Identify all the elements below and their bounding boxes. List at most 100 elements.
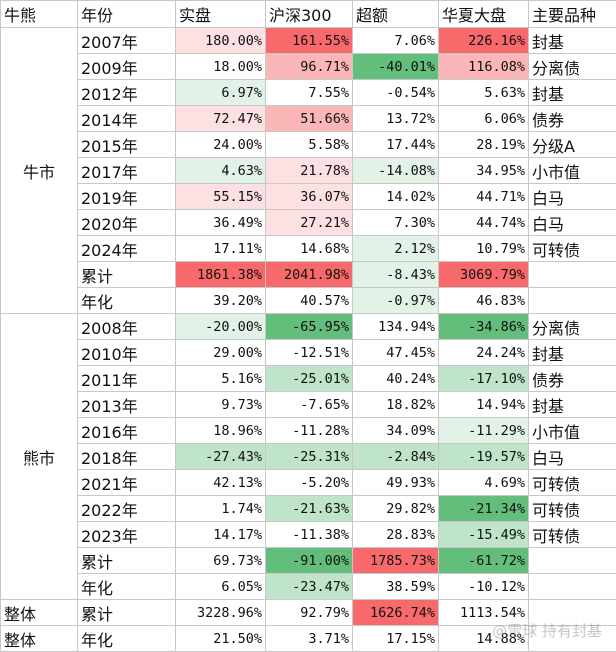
cell: 2009年 xyxy=(78,54,176,80)
cell: 2041.98% xyxy=(266,262,353,288)
cell: 华夏大盘 xyxy=(439,1,529,28)
cell: 17.15% xyxy=(353,626,439,652)
cell: 2022年 xyxy=(78,496,176,522)
cell: -17.10% xyxy=(439,366,529,392)
cell: 熊市 xyxy=(1,314,78,600)
cell: -10.12% xyxy=(439,574,529,600)
cell: 7.30% xyxy=(353,210,439,236)
cell xyxy=(529,288,616,314)
cell: 累计 xyxy=(78,262,176,288)
cell: 2015年 xyxy=(78,132,176,158)
cell: 封基 xyxy=(529,80,616,106)
cell: 18.00% xyxy=(176,54,266,80)
cell xyxy=(529,574,616,600)
cell xyxy=(529,262,616,288)
cell: 可转债 xyxy=(529,496,616,522)
cell: 4.69% xyxy=(439,470,529,496)
cell: 2013年 xyxy=(78,392,176,418)
cell: 14.68% xyxy=(266,236,353,262)
cell: 28.19% xyxy=(439,132,529,158)
cell: 2014年 xyxy=(78,106,176,132)
cell: 46.83% xyxy=(439,288,529,314)
cell: 13.72% xyxy=(353,106,439,132)
cell: -20.00% xyxy=(176,314,266,340)
cell: -21.63% xyxy=(266,496,353,522)
cell: 5.63% xyxy=(439,80,529,106)
cell: 整体 xyxy=(1,626,78,652)
cell: 38.59% xyxy=(353,574,439,600)
cell: 主要品种 xyxy=(529,1,616,28)
cell: -40.01% xyxy=(353,54,439,80)
cell: 40.57% xyxy=(266,288,353,314)
cell: 封基 xyxy=(529,340,616,366)
cell: -11.28% xyxy=(266,418,353,444)
cell: 72.47% xyxy=(176,106,266,132)
cell: 年化 xyxy=(78,574,176,600)
cell: 小市值 xyxy=(529,418,616,444)
cell: 牛熊 xyxy=(1,1,78,28)
cell: 封基 xyxy=(529,392,616,418)
cell: -23.47% xyxy=(266,574,353,600)
cell: 超额 xyxy=(353,1,439,28)
cell: 债券 xyxy=(529,106,616,132)
cell: 分离债 xyxy=(529,314,616,340)
cell: -2.84% xyxy=(353,444,439,470)
cell: 42.13% xyxy=(176,470,266,496)
cell: -27.43% xyxy=(176,444,266,470)
cell: 226.16% xyxy=(439,28,529,54)
cell: 2010年 xyxy=(78,340,176,366)
cell: -8.43% xyxy=(353,262,439,288)
cell: 27.21% xyxy=(266,210,353,236)
cell: 2017年 xyxy=(78,158,176,184)
cell: 9.73% xyxy=(176,392,266,418)
cell: 7.55% xyxy=(266,80,353,106)
cell: 49.93% xyxy=(353,470,439,496)
cell: 3069.79% xyxy=(439,262,529,288)
cell: -65.95% xyxy=(266,314,353,340)
cell: 实盘 xyxy=(176,1,266,28)
cell: -19.57% xyxy=(439,444,529,470)
cell: 2019年 xyxy=(78,184,176,210)
table-row: 2018年-27.43%-25.31%-2.84%-19.57%白马 xyxy=(1,444,616,470)
cell: 2007年 xyxy=(78,28,176,54)
cell: 28.83% xyxy=(353,522,439,548)
cell: -34.86% xyxy=(439,314,529,340)
cell: 分级A xyxy=(529,132,616,158)
cell: 1.74% xyxy=(176,496,266,522)
cell: 白马 xyxy=(529,184,616,210)
cell: 34.95% xyxy=(439,158,529,184)
cell: 封基 xyxy=(529,28,616,54)
cell: 92.79% xyxy=(266,600,353,626)
cell: -0.54% xyxy=(353,80,439,106)
cell: 21.50% xyxy=(176,626,266,652)
cell: 分离债 xyxy=(529,54,616,80)
cell: 34.09% xyxy=(353,418,439,444)
cell: 累计 xyxy=(78,600,176,626)
cell: -0.97% xyxy=(353,288,439,314)
cell: 3228.96% xyxy=(176,600,266,626)
cell: 可转债 xyxy=(529,470,616,496)
cell: 7.06% xyxy=(353,28,439,54)
cell: 2021年 xyxy=(78,470,176,496)
cell: 年化 xyxy=(78,626,176,652)
cell: -11.29% xyxy=(439,418,529,444)
cell: 整体 xyxy=(1,600,78,626)
cell: 6.97% xyxy=(176,80,266,106)
cell: 1626.74% xyxy=(353,600,439,626)
cell: 2023年 xyxy=(78,522,176,548)
cell: 47.45% xyxy=(353,340,439,366)
cell: 5.58% xyxy=(266,132,353,158)
